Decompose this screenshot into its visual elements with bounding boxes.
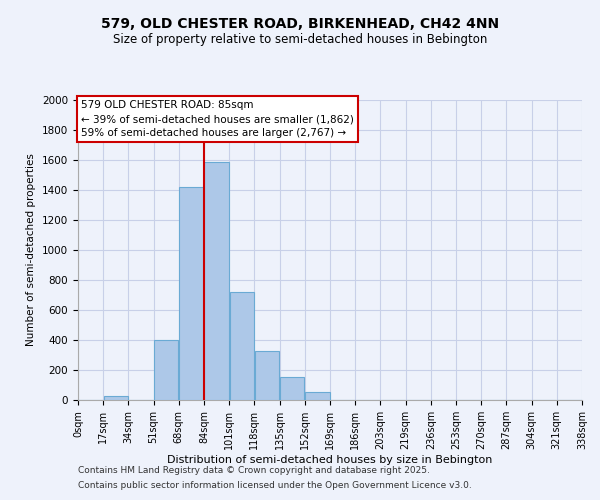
Bar [104,396,128,400]
Bar [179,187,203,400]
Bar [205,162,229,400]
Bar [230,292,254,400]
X-axis label: Distribution of semi-detached houses by size in Bebington: Distribution of semi-detached houses by … [167,454,493,464]
Text: Contains public sector information licensed under the Open Government Licence v3: Contains public sector information licen… [78,481,472,490]
Text: Contains HM Land Registry data © Crown copyright and database right 2025.: Contains HM Land Registry data © Crown c… [78,466,430,475]
Text: 579, OLD CHESTER ROAD, BIRKENHEAD, CH42 4NN: 579, OLD CHESTER ROAD, BIRKENHEAD, CH42 … [101,18,499,32]
Bar [255,351,279,400]
Text: 579 OLD CHESTER ROAD: 85sqm
← 39% of semi-detached houses are smaller (1,862)
59: 579 OLD CHESTER ROAD: 85sqm ← 39% of sem… [81,100,354,138]
Bar [154,340,178,400]
Bar [305,392,329,400]
Text: Size of property relative to semi-detached houses in Bebington: Size of property relative to semi-detach… [113,32,487,46]
Y-axis label: Number of semi-detached properties: Number of semi-detached properties [26,154,37,346]
Bar [280,377,304,400]
